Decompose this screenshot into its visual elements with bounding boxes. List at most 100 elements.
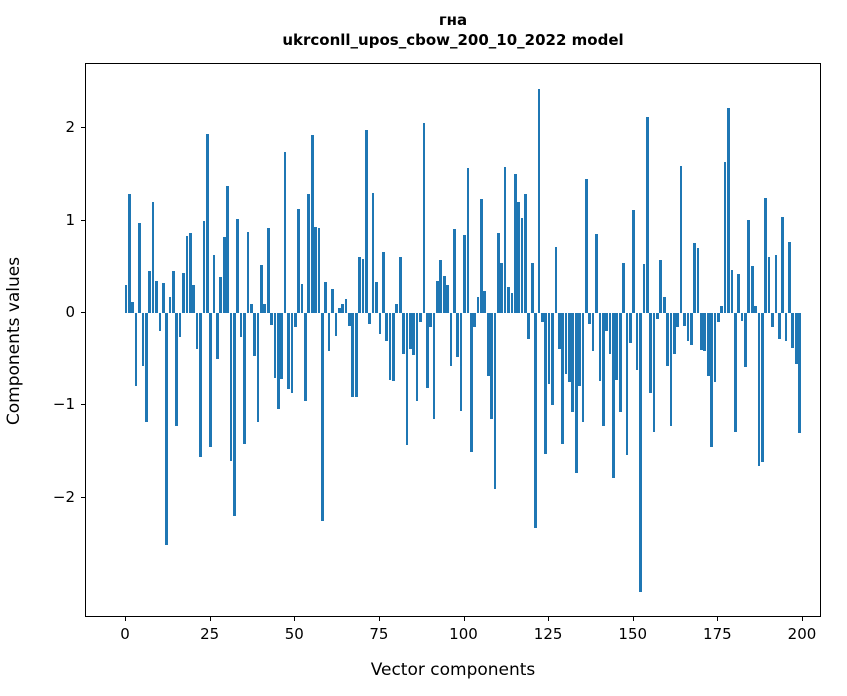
bar-component-147 [622,263,625,313]
bar-component-90 [429,313,432,327]
bar-component-25 [209,313,212,448]
bar-component-47 [283,152,287,313]
bar-component-138 [591,313,595,351]
bar-component-169 [696,248,700,313]
bar-component-196 [788,241,791,313]
bar-component-182 [740,313,744,322]
y-tick-1 [81,219,85,221]
bar-component-54 [307,193,311,313]
bar-component-35 [243,313,246,445]
bar-component-99 [459,313,463,411]
bar-component-126 [551,313,554,405]
bar-component-186 [754,305,757,313]
x-tick-label-0: 0 [120,625,130,643]
bar-component-2 [131,301,135,313]
bar-component-46 [280,313,284,379]
bar-component-8 [151,202,155,313]
bar-component-131 [568,313,571,383]
bar-component-71 [364,129,368,313]
bar-component-140 [598,313,602,382]
bar-component-39 [256,313,260,423]
bar-component-102 [469,313,473,452]
bar-component-123 [541,313,544,323]
bar-component-144 [612,313,615,478]
bar-component-38 [253,313,256,356]
bar-component-42 [266,227,270,313]
bar-component-155 [649,313,652,393]
bar-component-128 [557,313,561,350]
x-tick-0 [125,617,126,621]
bar-component-0 [124,285,128,313]
bar-component-177 [723,162,727,313]
bar-component-135 [581,313,585,423]
bar-component-15 [175,313,179,426]
plot-area [85,63,821,617]
bar-component-16 [178,313,182,338]
bar-component-181 [737,274,741,313]
bar-component-79 [392,313,395,382]
bar-component-76 [381,251,385,313]
bar-component-152 [639,313,642,593]
bar-component-62 [334,313,338,337]
y-tick-label--1: −1 [52,395,75,414]
bar-component-52 [300,284,304,313]
bar-component-199 [798,313,801,434]
x-tick-label-75: 75 [369,625,389,643]
bar-component-191 [771,313,774,327]
x-axis-label: Vector components [370,660,536,680]
y-tick-label-0: 0 [65,303,75,321]
bar-component-107 [486,313,490,376]
bar-component-96 [449,313,453,366]
bar-component-95 [446,285,449,313]
bar-component-178 [727,107,730,313]
bar-component-127 [554,247,558,313]
x-tick-label-100: 100 [449,625,478,643]
bar-component-51 [297,209,300,313]
x-tick-125 [548,617,550,621]
bar-component-109 [493,313,497,489]
bar-component-67 [351,313,355,398]
bar-component-111 [500,263,504,313]
bar-component-174 [713,313,717,383]
x-tick-25 [209,617,211,621]
bar-component-98 [456,313,460,358]
bar-component-6 [144,313,148,423]
bar-component-116 [517,202,520,313]
bar-component-12 [165,313,168,546]
bar-component-65 [344,299,348,313]
bar-component-69 [358,256,361,313]
bar-component-156 [652,313,656,433]
bar-component-68 [354,313,358,398]
bar-component-75 [378,313,382,335]
chart-title-line1: гна [438,11,468,29]
bar-component-4 [138,223,141,313]
bar-component-64 [341,303,344,313]
bar-component-14 [172,271,175,313]
bar-component-55 [310,135,314,313]
bar-component-72 [368,313,372,325]
bar-component-187 [757,313,761,466]
bar-component-172 [706,313,710,376]
bar-component-176 [720,305,724,313]
bar-component-149 [629,313,632,343]
bar-component-93 [439,260,443,313]
bar-component-124 [544,313,548,455]
bar-component-59 [324,282,328,313]
bar-component-161 [669,313,673,426]
bar-component-5 [141,313,145,366]
bar-component-94 [442,276,446,313]
bar-component-164 [679,165,683,313]
bar-component-185 [750,265,754,313]
bar-component-3 [134,313,138,387]
bar-component-21 [195,313,199,350]
bar-component-118 [524,193,527,313]
x-tick-label-125: 125 [533,625,563,643]
bar-component-19 [188,233,192,313]
bar-component-192 [774,254,778,313]
bar-component-170 [700,313,703,350]
bar-component-150 [632,210,636,313]
bar-component-175 [717,313,720,323]
y-tick-0 [81,312,85,313]
bar-component-130 [564,313,568,375]
bar-component-108 [490,313,493,420]
